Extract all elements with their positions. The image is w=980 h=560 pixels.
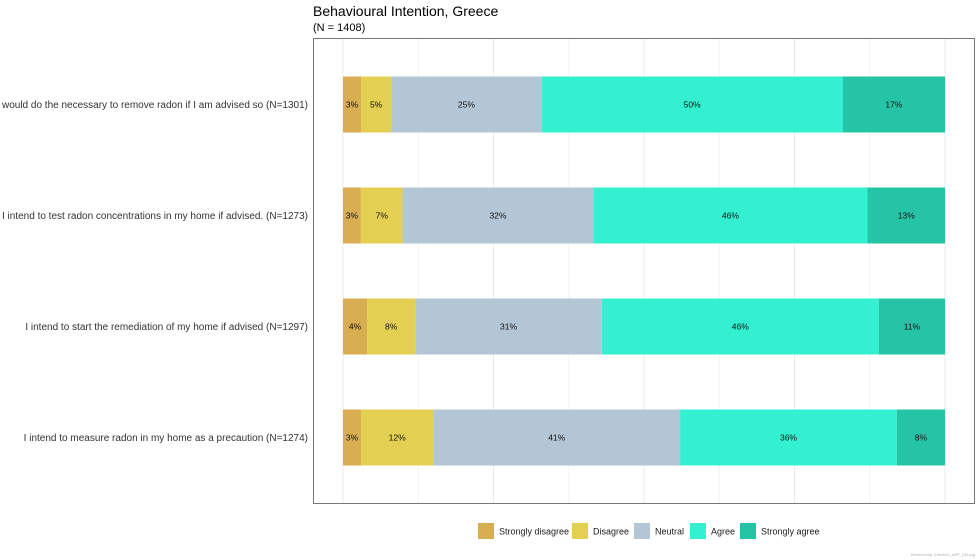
bar-segment [593, 187, 868, 244]
bar-segment-label: 13% [898, 211, 915, 221]
bar-segment-label: 7% [376, 211, 389, 221]
bar-segment [343, 187, 361, 244]
bar-segment [896, 409, 945, 466]
bar-segment [343, 298, 368, 355]
category-label: I intend to measure radon in my home as … [24, 433, 308, 444]
bar-segment-label: 46% [722, 211, 739, 221]
legend-swatch [634, 523, 650, 539]
bar-segment [343, 409, 362, 466]
bar-segment-label: 11% [904, 322, 921, 332]
bar-segment [433, 409, 681, 466]
bar-segment-label: 8% [915, 433, 928, 443]
bar-segment [415, 298, 602, 355]
bar-segment [878, 298, 945, 355]
bar-segment-label: 50% [684, 100, 701, 110]
legend-label: Agree [711, 527, 735, 537]
bar-segment [343, 76, 362, 133]
watermark-text: Behavioural_Intention_ARF_EN.svg [911, 552, 975, 557]
chart-title: Behavioural Intention, Greece [313, 3, 498, 19]
legend-swatch [690, 523, 706, 539]
bar-segment-label: 3% [346, 100, 359, 110]
category-label: I would do the necessary to remove radon… [0, 100, 308, 111]
bar-segment [680, 409, 897, 466]
legend-swatch [478, 523, 494, 539]
legend: Strongly disagree Disagree Neutral Agree Str… [478, 523, 820, 539]
bar-segment-label: 17% [885, 100, 902, 110]
plot-border [313, 38, 975, 504]
bar-segment-label: 41% [548, 433, 565, 443]
bar-segment-label: 4% [349, 322, 362, 332]
bar-segment-label: 8% [385, 322, 398, 332]
legend-swatch [740, 523, 756, 539]
category-labels: I would do the necessary to remove radon… [0, 100, 308, 444]
bar-segment [867, 187, 945, 244]
legend-label: Strongly agree [761, 527, 820, 537]
bars: 3% 5% 25% 50% 17% 3% 7% 32% 46% 13% 4% 8% 31% 46% 11% 3… [343, 76, 945, 466]
bar-segment-label: 36% [780, 433, 797, 443]
legend-swatch [572, 523, 588, 539]
bar-segment [360, 187, 403, 244]
bar-segment-label: 12% [389, 433, 406, 443]
bar-segment [402, 187, 594, 244]
chart-subtitle: (N = 1408) [313, 22, 365, 34]
bar-segment-label: 46% [732, 322, 749, 332]
legend-label: Strongly disagree [499, 527, 569, 537]
bar-segment-label: 25% [458, 100, 475, 110]
bar-segment [391, 76, 542, 133]
bar-segment-label: 3% [346, 433, 359, 443]
bar-segment [842, 76, 945, 133]
bar-segment-label: 31% [500, 322, 517, 332]
bar-segment-label: 32% [489, 211, 506, 221]
bar-segment-label: 5% [370, 100, 383, 110]
legend-label: Neutral [655, 527, 684, 537]
category-label: I intend to start the remediation of my … [25, 322, 308, 333]
bar-segment [601, 298, 879, 355]
bar-segment [361, 76, 392, 133]
category-label: I intend to test radon concentrations in… [2, 211, 308, 222]
bar-segment [541, 76, 843, 133]
bar-segment [367, 298, 416, 355]
legend-label: Disagree [593, 527, 629, 537]
bar-segment-label: 3% [346, 211, 359, 221]
bar-segment [361, 409, 434, 466]
